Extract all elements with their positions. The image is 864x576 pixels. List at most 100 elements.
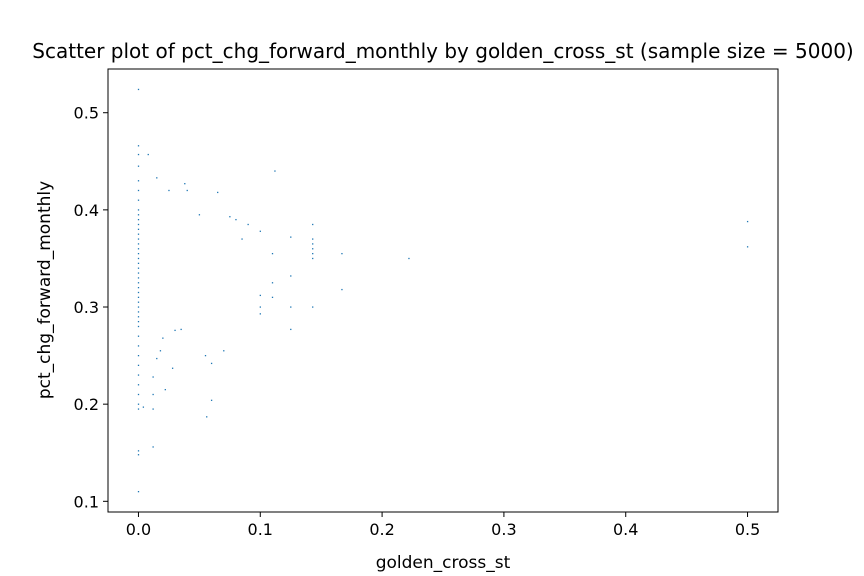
data-point — [137, 291, 140, 294]
data-point — [180, 328, 182, 331]
data-point — [223, 350, 225, 352]
data-point — [290, 275, 292, 277]
plot-frame — [107, 68, 779, 513]
data-point — [312, 238, 314, 240]
data-point — [229, 216, 231, 218]
data-point — [259, 294, 261, 297]
data-point — [259, 230, 261, 232]
data-point — [312, 257, 314, 260]
data-point — [137, 408, 140, 410]
data-point — [137, 490, 140, 493]
data-point — [152, 446, 154, 448]
data-point — [137, 209, 140, 211]
data-point — [210, 362, 213, 365]
data-point — [137, 218, 140, 221]
data-point — [241, 238, 243, 240]
data-point — [290, 328, 292, 331]
data-point — [137, 165, 140, 167]
data-point — [259, 313, 261, 315]
y-tick-label: 0.2 — [74, 395, 99, 414]
data-point — [206, 416, 208, 418]
data-point — [142, 406, 145, 408]
data-point — [271, 296, 274, 299]
data-point — [152, 408, 154, 410]
y-tick-label: 0.5 — [74, 104, 99, 123]
data-point — [162, 337, 164, 339]
data-point — [174, 329, 176, 332]
data-point — [186, 189, 188, 192]
data-point — [341, 288, 343, 291]
y-tick-label: 0.1 — [74, 492, 99, 511]
data-point — [159, 350, 162, 352]
x-tick-label: 0.0 — [126, 520, 151, 539]
data-point — [152, 393, 154, 396]
data-point — [137, 252, 140, 255]
x-tick-label: 0.1 — [248, 520, 273, 539]
data-points — [137, 88, 749, 493]
data-point — [290, 306, 292, 308]
data-point — [164, 388, 166, 391]
data-point — [137, 153, 140, 156]
x-tick-label: 0.4 — [613, 520, 638, 539]
data-point — [210, 399, 213, 401]
data-point — [137, 454, 140, 456]
data-point — [137, 223, 140, 226]
x-axis: 0.0 0.1 0.2 0.3 0.4 0.5 — [126, 512, 760, 539]
data-point — [137, 238, 140, 240]
data-point — [171, 367, 174, 369]
data-point — [137, 262, 140, 264]
data-point — [137, 282, 140, 284]
data-point — [137, 228, 140, 230]
data-point — [184, 183, 186, 185]
data-point — [312, 252, 314, 255]
data-point — [341, 252, 343, 255]
data-point — [137, 286, 140, 289]
data-point — [137, 354, 140, 357]
data-point — [235, 218, 237, 221]
data-point — [137, 301, 140, 303]
data-point — [312, 248, 314, 250]
data-point — [137, 88, 140, 91]
data-point — [137, 248, 140, 250]
data-point — [137, 450, 140, 452]
data-point — [137, 180, 140, 182]
data-point — [408, 257, 410, 260]
data-point — [137, 384, 140, 386]
chart-title: Scatter plot of pct_chg_forward_monthly … — [32, 39, 853, 63]
data-point — [290, 236, 292, 238]
data-point — [137, 345, 140, 347]
data-point — [746, 220, 749, 223]
data-point — [746, 246, 749, 248]
x-axis-label: golden_cross_st — [376, 553, 511, 573]
data-point — [137, 325, 140, 328]
y-axis-label: pct_chg_forward_monthly — [35, 181, 55, 399]
data-point — [137, 335, 140, 337]
data-point — [137, 296, 140, 299]
data-point — [137, 145, 140, 147]
data-point — [312, 243, 314, 245]
data-point — [271, 282, 274, 284]
y-tick-label: 0.4 — [74, 201, 99, 220]
data-point — [137, 320, 140, 323]
y-tick-label: 0.3 — [74, 298, 99, 317]
data-point — [137, 272, 140, 274]
data-point — [271, 252, 274, 255]
data-point — [137, 189, 140, 192]
data-point — [137, 393, 140, 396]
data-point — [168, 189, 170, 192]
data-point — [137, 214, 140, 216]
data-point — [137, 277, 140, 279]
data-point — [137, 316, 140, 318]
x-tick-label: 0.3 — [491, 520, 516, 539]
data-point — [312, 306, 314, 308]
data-point — [156, 177, 158, 179]
y-axis: 0.1 0.2 0.3 0.4 0.5 — [74, 104, 108, 511]
data-point — [137, 311, 140, 313]
data-point — [137, 306, 140, 308]
data-point — [217, 191, 219, 194]
data-point — [312, 223, 314, 226]
data-point — [137, 374, 140, 376]
data-point — [204, 354, 207, 357]
